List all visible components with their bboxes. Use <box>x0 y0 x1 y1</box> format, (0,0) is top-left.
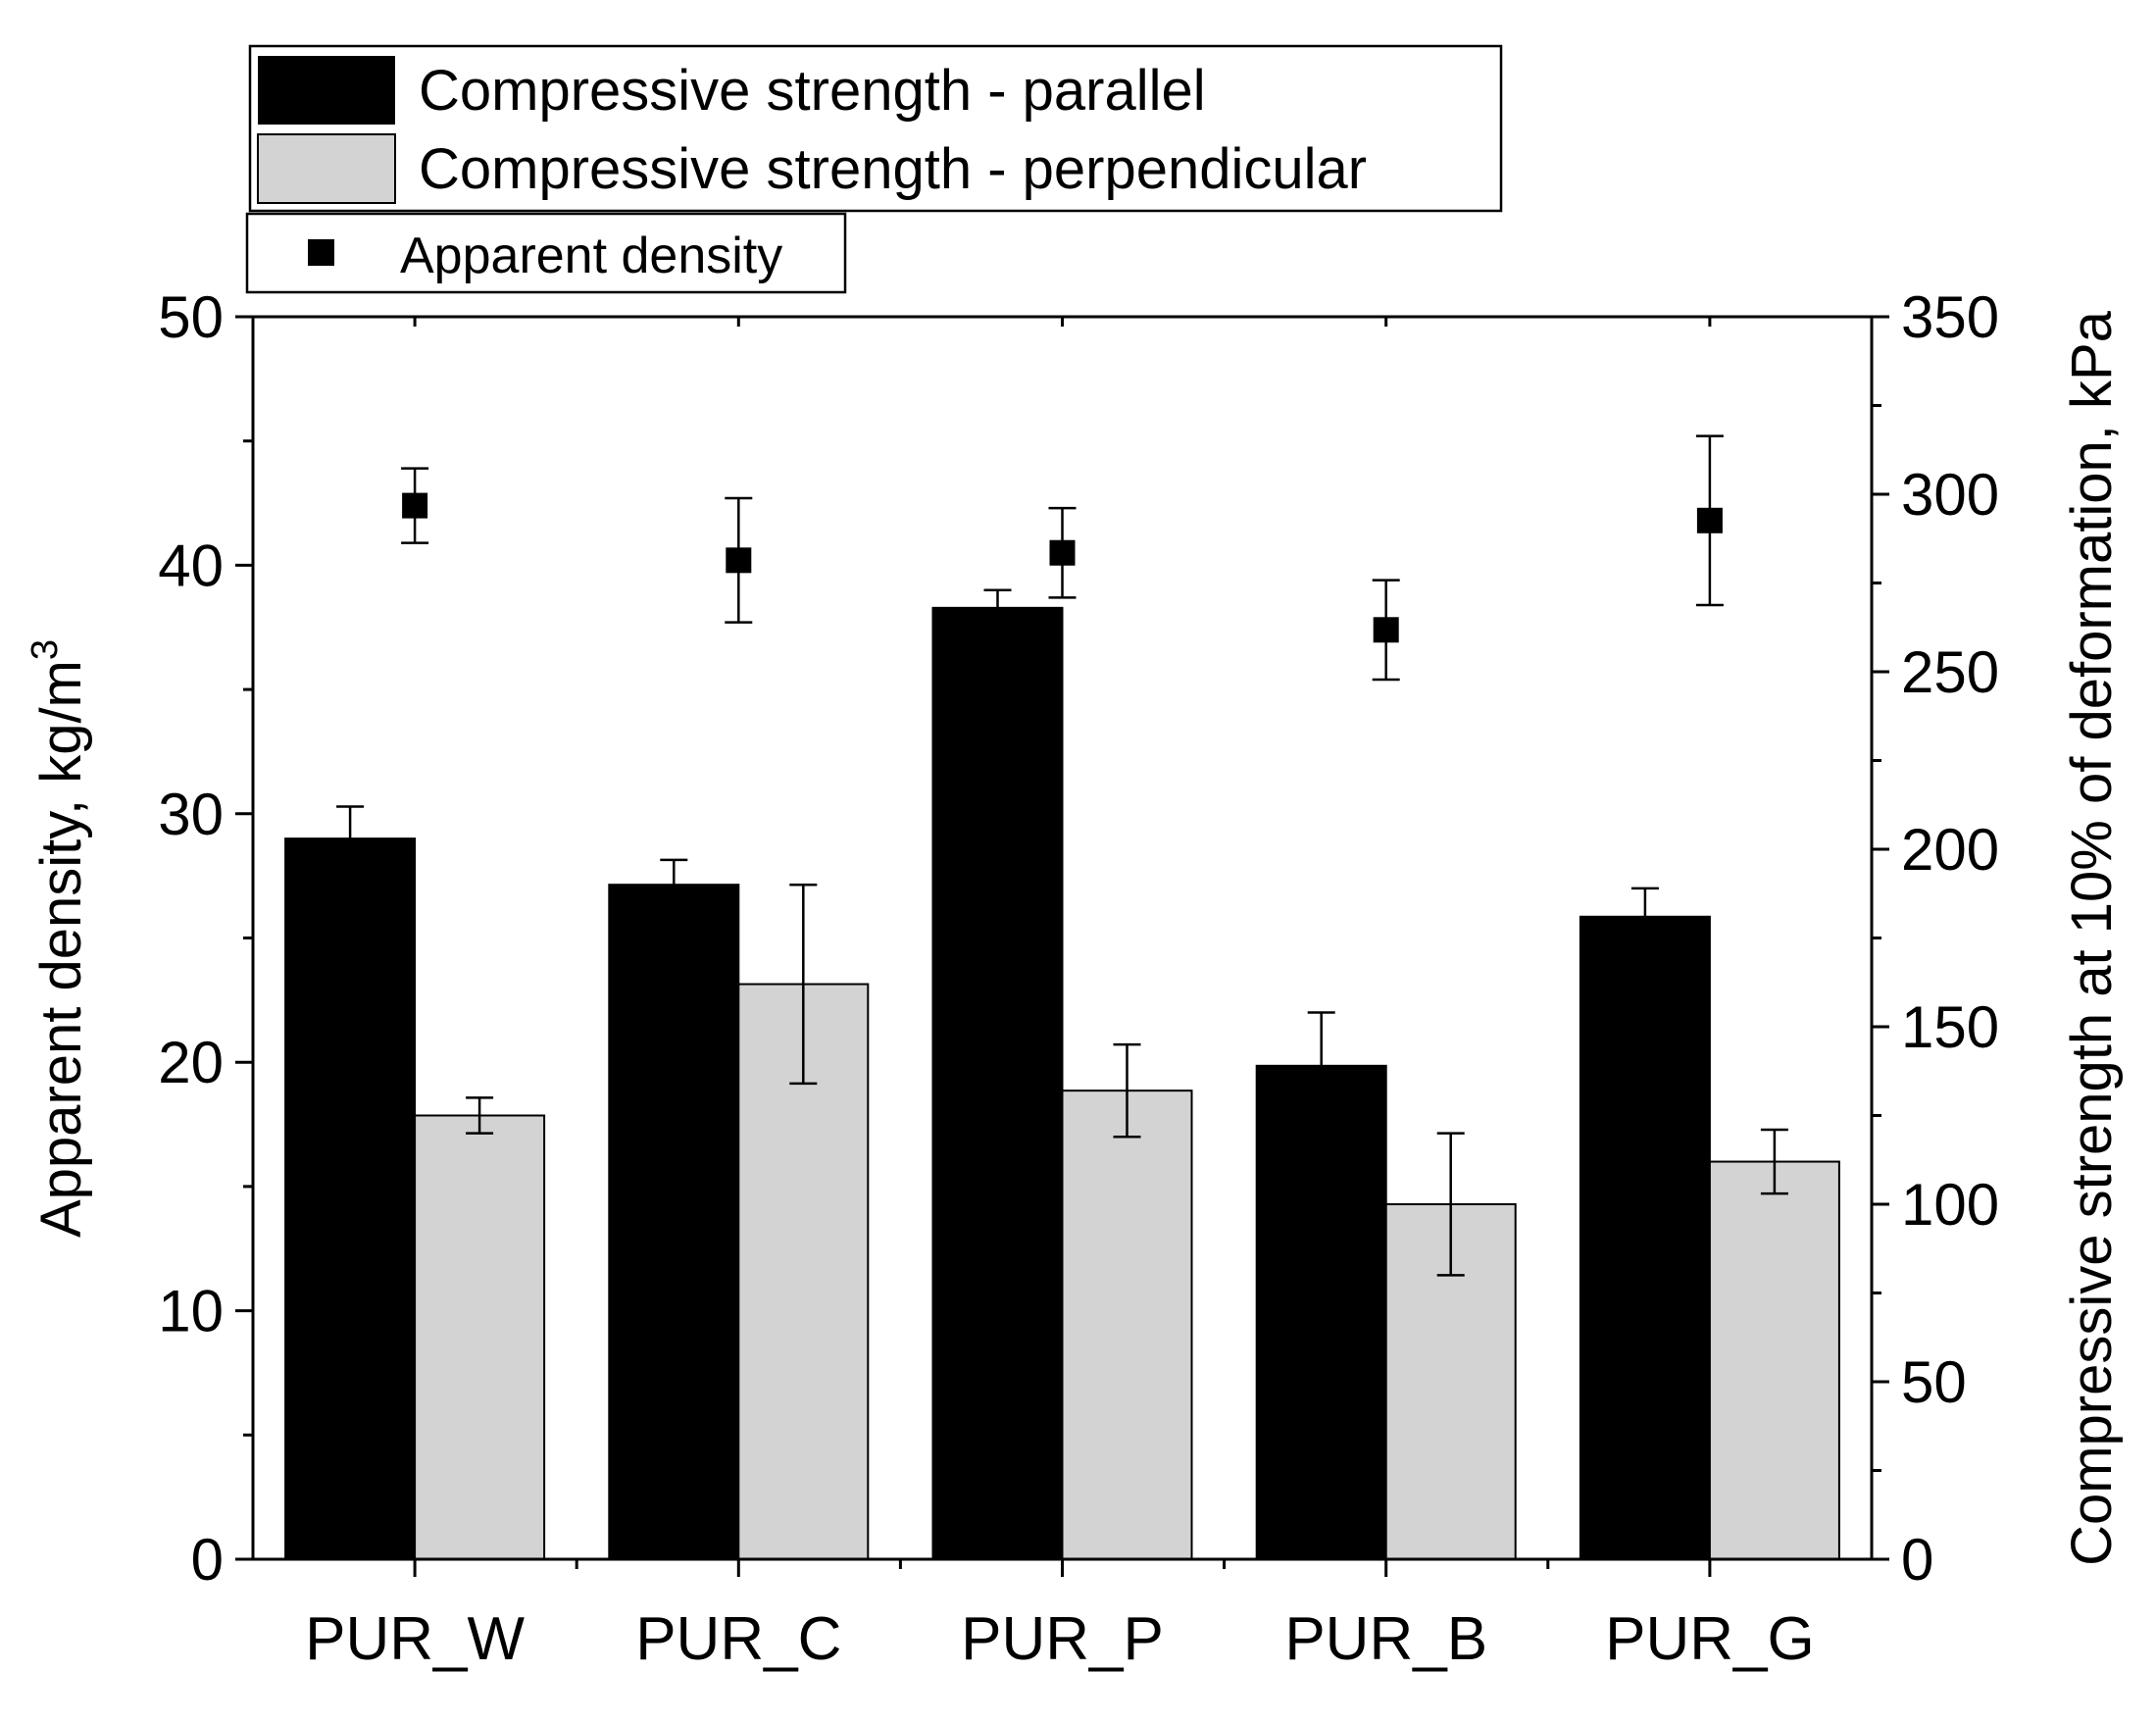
left-tick-label-10: 10 <box>158 1279 224 1344</box>
bar-parallel-pur_b <box>1255 1064 1387 1560</box>
point-density-pur_b <box>1373 617 1399 643</box>
right-tick-label-200: 200 <box>1901 817 1999 883</box>
right-tick-label-0: 0 <box>1901 1527 1933 1593</box>
point-density-pur_w <box>402 492 428 519</box>
density-points-group <box>402 492 1723 643</box>
bar-parallel-pur_c <box>608 884 740 1560</box>
left-axis-label-sup: 3 <box>25 639 66 660</box>
point-density-pur_g <box>1696 507 1723 533</box>
legend-box-compressive <box>248 44 1503 213</box>
left-axis-label: Apparent density, kg/m3 <box>25 639 93 1238</box>
legend-label-perpendicular: Compressive strength - perpendicular <box>419 137 1367 201</box>
bar-perpendicular-pur_w <box>414 1114 546 1560</box>
legend: Compressive strength - parallel Compress… <box>245 44 1503 294</box>
bars-group <box>284 606 1840 1561</box>
bar-perpendicular-pur_g <box>1708 1160 1840 1561</box>
right-tick-label-300: 300 <box>1901 462 1999 528</box>
right-tick-label-150: 150 <box>1901 994 1999 1060</box>
labels-group: Apparent density, kg/m3 Compressive stre… <box>25 310 2124 1566</box>
right-tick-label-50: 50 <box>1901 1349 1967 1415</box>
x-tick-label-pur_c: PUR_C <box>635 1605 841 1673</box>
legend-label-density: Apparent density <box>400 228 782 284</box>
legend-label-parallel: Compressive strength - parallel <box>419 59 1206 123</box>
bar-parallel-pur_g <box>1579 915 1711 1560</box>
right-tick-label-250: 250 <box>1901 639 1999 705</box>
legend-marker-density <box>308 239 334 266</box>
right-tick-label-100: 100 <box>1901 1172 1999 1238</box>
legend-swatch-parallel <box>258 56 395 125</box>
bar-parallel-pur_p <box>931 606 1064 1560</box>
left-tick-label-40: 40 <box>158 532 224 598</box>
right-axis-label: Compressive strength at 10% of deformati… <box>2060 310 2124 1566</box>
left-tick-label-20: 20 <box>158 1030 224 1095</box>
legend-swatch-perpendicular <box>257 133 396 204</box>
bar-perpendicular-pur_p <box>1061 1090 1193 1561</box>
left-tick-label-30: 30 <box>158 782 224 847</box>
x-tick-label-pur_g: PUR_G <box>1605 1605 1815 1673</box>
legend-box-density <box>245 212 847 294</box>
point-density-pur_c <box>726 547 752 574</box>
left-tick-label-50: 50 <box>158 284 224 350</box>
point-density-pur_p <box>1049 539 1076 566</box>
x-tick-label-pur_b: PUR_B <box>1284 1605 1487 1673</box>
left-tick-label-0: 0 <box>191 1527 224 1593</box>
error-bars-group <box>336 434 1788 1277</box>
ticks-group: PUR_W PUR_C PUR_P PUR_B PUR_G 0 10 20 30 40 50 0 50 1… <box>158 284 1999 1673</box>
x-tick-label-pur_w: PUR_W <box>305 1605 525 1673</box>
right-tick-label-350: 350 <box>1901 284 1999 350</box>
x-tick-label-pur_p: PUR_P <box>961 1605 1164 1673</box>
bar-parallel-pur_w <box>284 837 417 1560</box>
left-axis-label-main: Apparent density, kg/m <box>29 660 93 1238</box>
